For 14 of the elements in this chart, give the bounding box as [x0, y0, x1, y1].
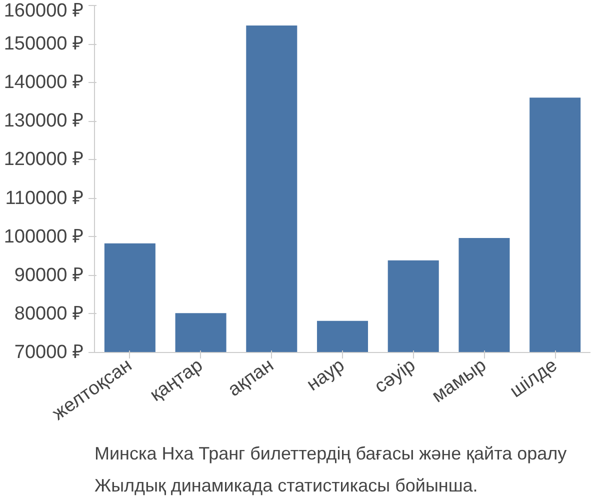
- y-tick-label: 90000 ₽: [14, 264, 84, 286]
- y-tick-label: 110000 ₽: [5, 188, 84, 209]
- x-tick-label: наур: [303, 354, 349, 396]
- y-tick-label: 120000 ₽: [4, 149, 84, 170]
- y-tick-label: 70000 ₽: [14, 342, 84, 363]
- y-tick-label: 80000 ₽: [14, 303, 84, 324]
- text: Минска Нха Транг билеттердің бағасы және қайта оралу: [94, 444, 567, 464]
- y-tick-label: 160000 ₽: [4, 0, 84, 22]
- y-tick-label: 150000 ₽: [4, 34, 84, 55]
- x-tick-label: сәуір: [371, 354, 420, 398]
- y-tick-label: 140000 ₽: [4, 72, 84, 94]
- text: Жылдық динамикада статистикасы бойынша.: [94, 476, 478, 496]
- y-tick-label: 130000 ₽: [4, 110, 84, 132]
- y-tick-label: 100000 ₽: [4, 226, 84, 248]
